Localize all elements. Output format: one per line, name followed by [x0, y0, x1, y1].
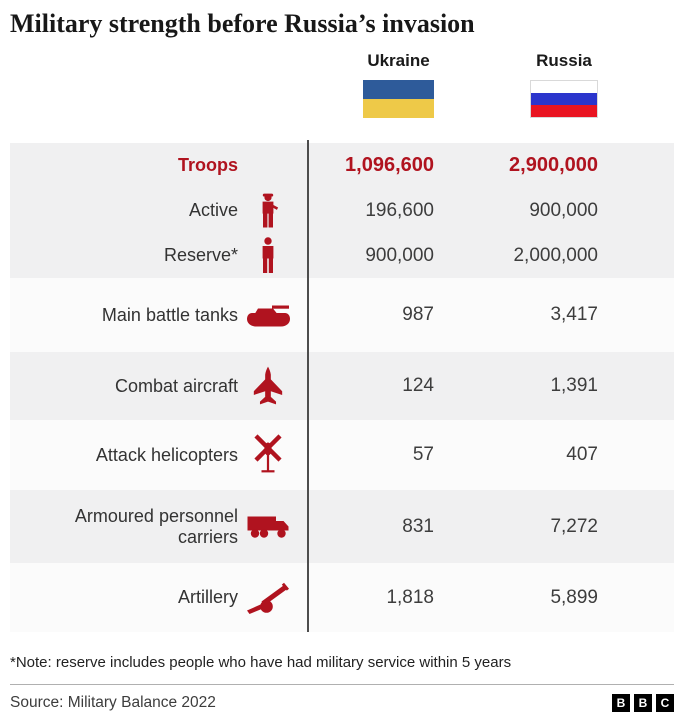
helicopter-icon: [245, 434, 291, 476]
row-label: Combat aircraft: [114, 375, 238, 396]
row-label: Armoured personnel carriers: [74, 506, 238, 547]
ukraine-value: 1,096,600: [345, 154, 434, 177]
footer-divider: [10, 684, 674, 686]
row-label: Reserve*: [163, 245, 238, 266]
ukraine-value: 900,000: [365, 244, 434, 266]
table-row-troops: Troops 1,096,600 2,900,000: [10, 143, 674, 188]
russia-value: 3,417: [550, 304, 598, 326]
tank-icon: [245, 303, 291, 327]
column-header-row: Ukraine Russia: [10, 39, 674, 143]
russia-value: 2,900,000: [509, 154, 598, 177]
row-label: Active: [188, 200, 238, 221]
truck-icon: [245, 514, 291, 540]
table-row-aircraft: Combat aircraft 124 1,391: [10, 352, 674, 421]
row-label: Main battle tanks: [101, 304, 238, 325]
russia-value: 407: [566, 444, 598, 466]
source-text: Source: Military Balance 2022: [10, 694, 216, 712]
fighter-jet-icon: [245, 365, 291, 407]
ukraine-value: 1,818: [386, 586, 434, 608]
troops-section: Troops 1,096,600 2,900,000 Active: [10, 143, 674, 279]
column-header-russia: Russia: [530, 51, 598, 119]
column-header-ukraine: Ukraine: [363, 51, 434, 119]
bbc-logo-letter: B: [612, 694, 630, 713]
russia-value: 5,899: [550, 586, 598, 608]
table-row-apc: Armoured personnel carriers 831 7,272: [10, 490, 674, 564]
page-title: Military strength before Russia’s invasi…: [10, 9, 475, 38]
footer-row: Source: Military Balance 2022 B B C: [10, 694, 674, 713]
russia-flag-icon: [530, 80, 598, 119]
ukraine-value: 987: [402, 304, 434, 326]
row-label: Troops: [177, 155, 238, 176]
ukraine-value: 57: [412, 444, 434, 466]
cannon-icon: [245, 582, 291, 614]
ukraine-value: 831: [402, 515, 434, 537]
table-row-tanks: Main battle tanks 987 3,417: [10, 278, 674, 353]
person-icon: [245, 236, 291, 275]
bbc-logo-letter: C: [656, 694, 674, 713]
ukraine-value: 196,600: [365, 199, 434, 221]
ukraine-value: 124: [402, 375, 434, 397]
table-row-artillery: Artillery 1,818 5,899: [10, 563, 674, 633]
column-divider: [307, 140, 309, 632]
ukraine-flag-icon: [363, 80, 434, 119]
russia-value: 2,000,000: [513, 244, 598, 266]
table-row-helicopters: Attack helicopters 57 407: [10, 420, 674, 491]
russia-value: 1,391: [550, 375, 598, 397]
table-row-reserve: Reserve* 900,000 2,000,000: [10, 233, 674, 278]
row-label: Attack helicopters: [95, 444, 238, 465]
russia-label: Russia: [536, 51, 592, 71]
bbc-logo: B B C: [612, 694, 674, 713]
footnote: *Note: reserve includes people who have …: [10, 654, 512, 672]
ukraine-label: Ukraine: [367, 51, 430, 71]
russia-value: 900,000: [529, 199, 598, 221]
bbc-logo-letter: B: [634, 694, 652, 713]
russia-value: 7,272: [550, 515, 598, 537]
soldier-icon: [245, 192, 291, 230]
row-label: Artillery: [177, 587, 238, 608]
table-row-active: Active 196,600 900,000: [10, 188, 674, 233]
